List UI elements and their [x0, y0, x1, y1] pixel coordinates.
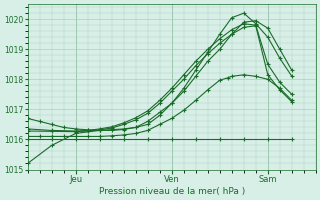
- X-axis label: Pression niveau de la mer( hPa ): Pression niveau de la mer( hPa ): [99, 187, 245, 196]
